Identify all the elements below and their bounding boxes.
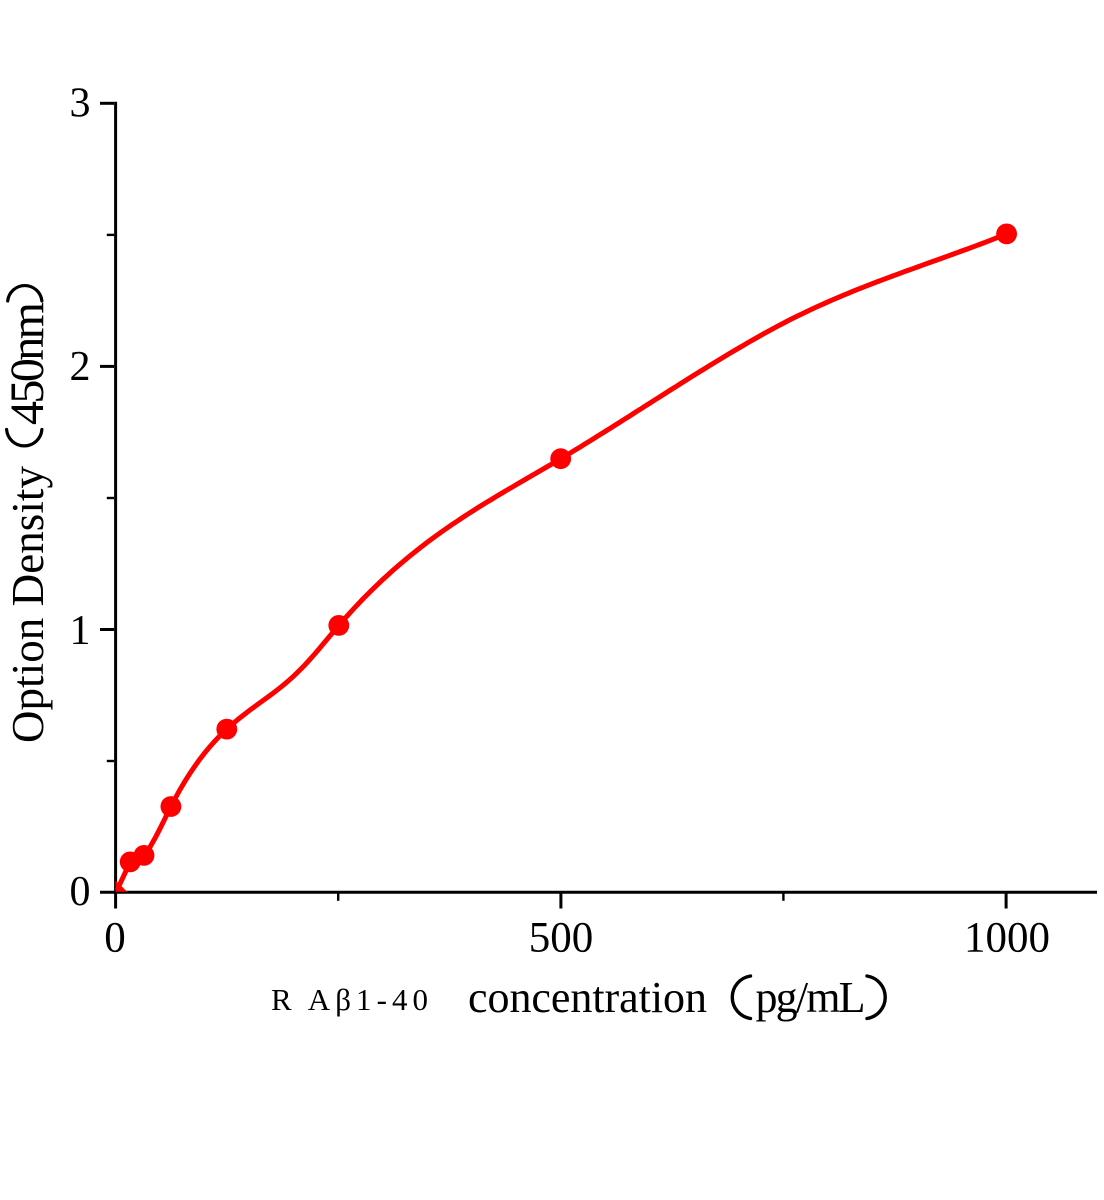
svg-text:2: 2 bbox=[70, 344, 91, 390]
svg-text:0: 0 bbox=[104, 915, 126, 962]
svg-text:450nm: 450nm bbox=[1, 302, 54, 425]
svg-text:3: 3 bbox=[70, 80, 91, 126]
svg-text:concentration: concentration bbox=[468, 973, 707, 1022]
svg-text:Option Density: Option Density bbox=[3, 466, 53, 744]
svg-text:R Aβ1-40: R Aβ1-40 bbox=[271, 982, 428, 1017]
svg-text:0: 0 bbox=[70, 869, 91, 915]
svg-text:1: 1 bbox=[70, 608, 91, 654]
svg-text:1000: 1000 bbox=[964, 915, 1050, 962]
svg-text:500: 500 bbox=[529, 915, 594, 962]
svg-text:pg/mL: pg/mL bbox=[756, 973, 866, 1022]
